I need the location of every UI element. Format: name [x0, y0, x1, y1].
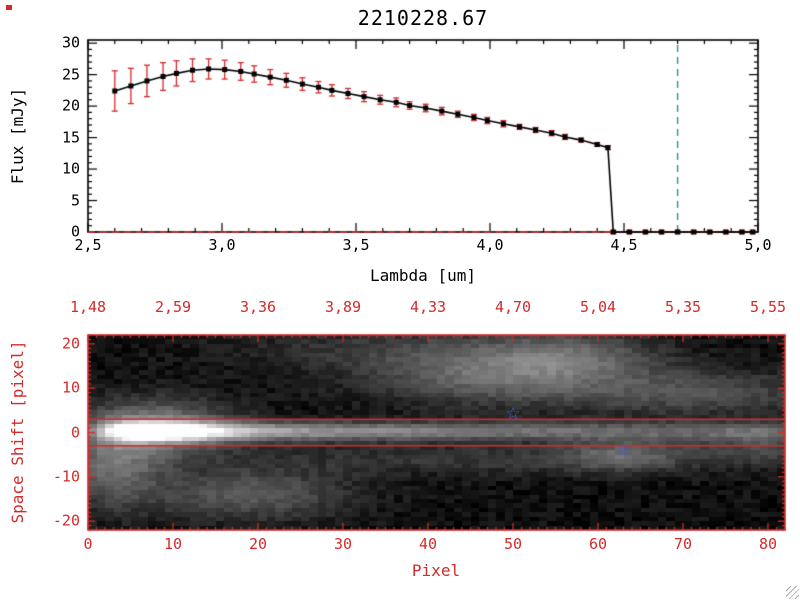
- resize-grip-icon[interactable]: [786, 586, 799, 599]
